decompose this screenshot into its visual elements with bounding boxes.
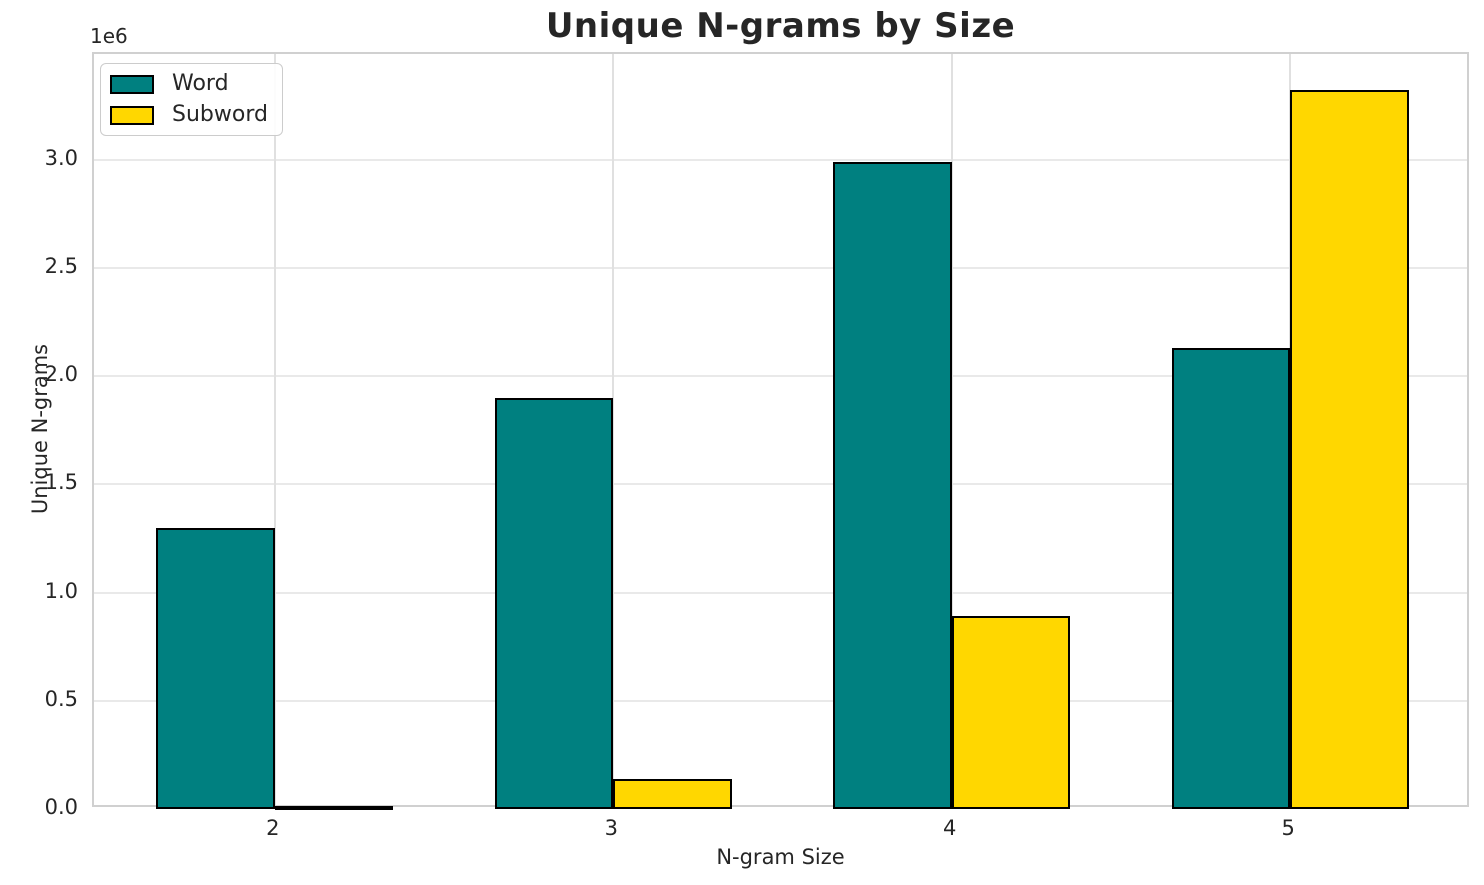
bar-word-2 [156, 527, 275, 809]
plot-area [92, 52, 1469, 810]
gridline-horizontal [94, 483, 1467, 486]
bar-word-3 [494, 397, 614, 809]
y-tick-label: 2.5 [44, 253, 78, 278]
gridline-horizontal [94, 158, 1467, 161]
legend-swatch-word [110, 74, 154, 94]
y-tick-label: 3.0 [44, 145, 78, 170]
gridline-horizontal [94, 375, 1467, 378]
gridline-horizontal [94, 699, 1467, 702]
bar-word-4 [833, 161, 952, 809]
y-axis-offset-label: 1e6 [90, 24, 128, 48]
gridline-horizontal [94, 591, 1467, 594]
chart-title: Unique N-grams by Size [545, 6, 1016, 46]
legend-label: Word [172, 71, 229, 96]
x-tick-label: 3 [604, 816, 618, 840]
gridline-vertical [273, 54, 276, 805]
bar-subword-3 [613, 778, 732, 809]
legend-swatch-subword [110, 105, 154, 125]
y-tick-label: 2.0 [44, 362, 78, 387]
legend-item-word: Word [110, 71, 268, 96]
x-tick-label: 2 [266, 816, 280, 840]
legend-label: Subword [172, 102, 268, 128]
gridline-vertical [950, 54, 953, 805]
y-tick-label: 0.5 [44, 686, 78, 711]
gridline-horizontal [94, 266, 1467, 269]
y-tick-label: 1.0 [44, 578, 78, 603]
bar-subword-5 [1290, 90, 1409, 809]
x-tick-label: 5 [1281, 816, 1295, 840]
y-axis-label: Unique N-grams [28, 343, 52, 515]
gridline-vertical [612, 54, 615, 805]
y-tick-label: 1.5 [44, 470, 78, 495]
bar-subword-2 [274, 805, 394, 810]
y-tick-label: 0.0 [44, 795, 78, 819]
bar-word-5 [1171, 347, 1291, 809]
bar-subword-4 [951, 616, 1071, 809]
x-tick-label: 4 [943, 816, 957, 840]
x-axis-label: N-gram Size [716, 845, 845, 869]
legend-item-subword: Subword [110, 102, 268, 128]
legend: Word Subword [100, 63, 283, 137]
